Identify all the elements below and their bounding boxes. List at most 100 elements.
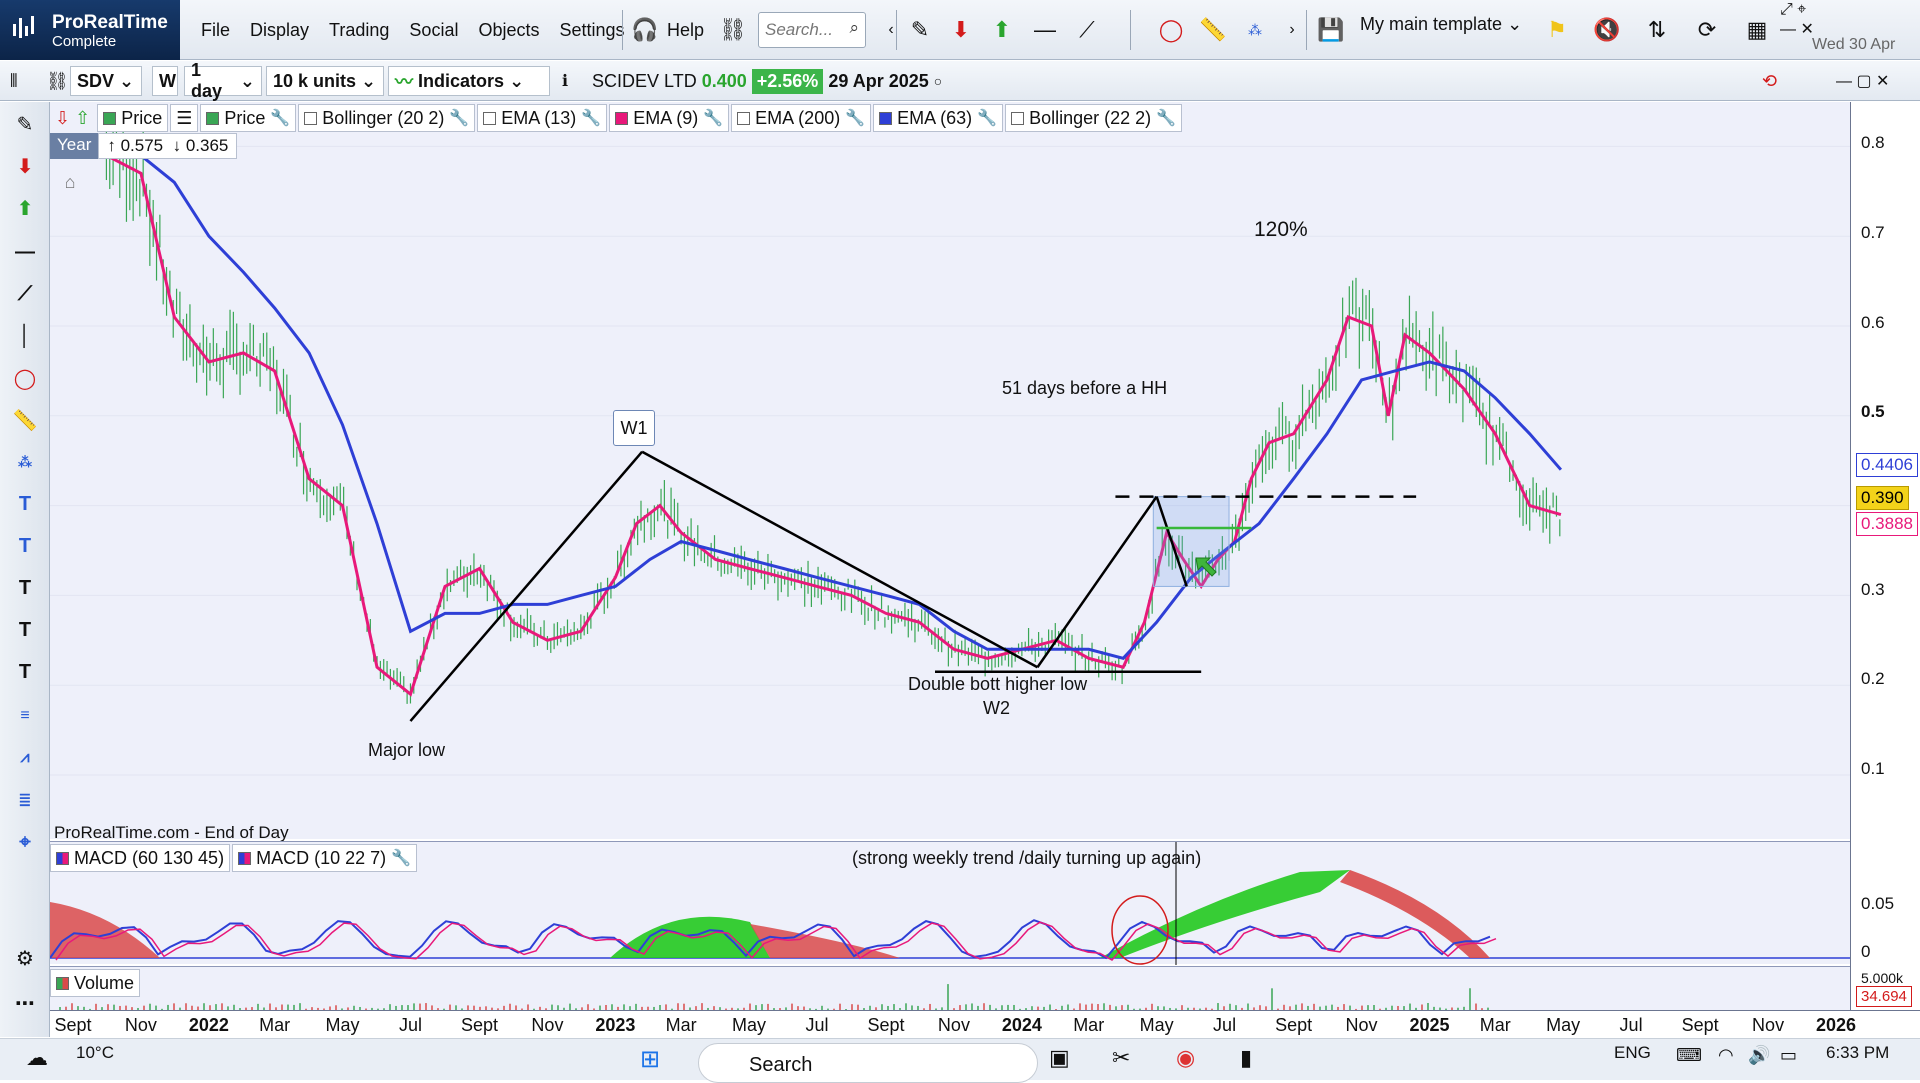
- more-icon[interactable]: ⋯: [15, 992, 35, 1015]
- filter-icon[interactable]: ≡: [20, 707, 30, 724]
- refresh-icon[interactable]: ⟳: [1697, 17, 1717, 42]
- legend-item-price-2[interactable]: Price 🔧: [200, 104, 297, 132]
- legend-item-ema-9[interactable]: EMA (9) 🔧: [609, 104, 730, 132]
- indicators-button[interactable]: 〰 Indicators ⌄: [388, 66, 550, 96]
- chevron-left-icon[interactable]: ‹: [888, 21, 894, 38]
- text-box-icon[interactable]: T: [18, 492, 32, 515]
- legend-item-ema-200[interactable]: EMA (200) 🔧: [731, 104, 872, 132]
- text-icon[interactable]: T: [18, 576, 32, 599]
- sound-mute-icon[interactable]: 🔇: [1593, 17, 1621, 42]
- alerts-icon[interactable]: ⇅: [1647, 17, 1667, 42]
- menu-settings[interactable]: Settings: [559, 19, 625, 40]
- ruler-icon[interactable]: 📏: [12, 409, 38, 432]
- buy-arrow-icon[interactable]: ⬆: [16, 197, 34, 220]
- chrome-icon[interactable]: ◉: [1176, 1045, 1196, 1070]
- sell-arrow-icon[interactable]: ⬇: [16, 155, 34, 178]
- buy-arrow-icon[interactable]: ⬆: [992, 17, 1012, 42]
- text-bold-icon[interactable]: T: [18, 618, 32, 641]
- annotation-macd-note[interactable]: (strong weekly trend /daily turning up a…: [852, 848, 1202, 868]
- price-scale[interactable]: 0.8 0.7 0.6 0.5 0.3 0.2 0.1 0.05 0 5.000…: [1850, 102, 1920, 1010]
- text-plain-icon[interactable]: T: [18, 660, 32, 683]
- legend-item-volume[interactable]: Volume: [50, 969, 141, 997]
- annotation-major-low[interactable]: Major low: [368, 740, 446, 760]
- legend-item-macd-slow[interactable]: MACD (60 130 45): [50, 844, 231, 872]
- trendline-icon[interactable]: ⟋: [1079, 17, 1095, 42]
- units-selector[interactable]: 10 k units ⌄: [266, 66, 384, 96]
- legend-arrows[interactable]: ⇩ ⇧: [50, 104, 95, 132]
- menu-social[interactable]: Social: [409, 19, 459, 40]
- fibonacci-icon[interactable]: ⁂: [17, 453, 33, 470]
- wrench-icon[interactable]: 🔧: [1156, 110, 1177, 127]
- filter-trend-icon[interactable]: ⩘: [20, 749, 30, 766]
- volume-pane[interactable]: Volume: [50, 966, 1850, 1011]
- legend-item-bollinger-20[interactable]: Bollinger (20 2) 🔧: [298, 104, 476, 132]
- wrench-icon[interactable]: 🔧: [391, 850, 412, 867]
- segment-icon[interactable]: ⟋: [18, 282, 32, 305]
- ellipse-icon[interactable]: ◯: [1158, 17, 1184, 42]
- legend-item-price[interactable]: Price: [97, 104, 169, 132]
- weather-icon[interactable]: ☁: [26, 1045, 48, 1070]
- pencil-icon[interactable]: ✎: [16, 113, 34, 136]
- menu-objects[interactable]: Objects: [478, 19, 540, 40]
- macd-pane[interactable]: MACD (60 130 45) MACD (10 22 7) 🔧 (strong…: [50, 841, 1850, 965]
- horizontal-line-icon[interactable]: —: [15, 240, 35, 263]
- calculator-icon[interactable]: ▦: [1746, 17, 1768, 42]
- wrench-icon[interactable]: 🔧: [581, 110, 602, 127]
- legend-item-bollinger-22[interactable]: Bollinger (22 2) 🔧: [1005, 104, 1183, 132]
- legend-item-ema-63[interactable]: EMA (63) 🔧: [873, 104, 1004, 132]
- volume-icon[interactable]: 🔊: [1748, 1045, 1771, 1065]
- help-menu[interactable]: Help: [667, 0, 724, 60]
- wifi-icon[interactable]: ◠: [1718, 1045, 1734, 1065]
- wrench-icon[interactable]: 🔧: [845, 110, 866, 127]
- price-chart[interactable]: [50, 102, 1850, 839]
- wrench-icon[interactable]: 🔧: [977, 110, 998, 127]
- language-indicator[interactable]: ENG: [1614, 1043, 1651, 1062]
- wrench-icon[interactable]: 🔧: [449, 110, 470, 127]
- snip-icon[interactable]: ✂: [1112, 1045, 1131, 1070]
- annotation-days[interactable]: 51 days before a HH: [1002, 378, 1168, 398]
- filter-level-icon[interactable]: ≣: [18, 792, 32, 809]
- horizontal-line-icon[interactable]: —: [1034, 17, 1056, 42]
- battery-icon[interactable]: ▭: [1780, 1045, 1798, 1065]
- search-input[interactable]: Search... ⌕: [758, 12, 866, 48]
- windows-start-icon[interactable]: ⊞: [640, 1046, 661, 1073]
- pane-controls-icon[interactable]: — ▢ ✕: [1836, 73, 1890, 90]
- camera-icon[interactable]: ⌂: [64, 171, 76, 192]
- legend-item-ema-13[interactable]: EMA (13) 🔧: [477, 104, 608, 132]
- notifications-icon[interactable]: ⚙: [16, 947, 34, 970]
- headset-icon[interactable]: 🎧: [631, 17, 659, 42]
- ellipse-icon[interactable]: ◯: [13, 367, 37, 390]
- menu-file[interactable]: File: [201, 19, 231, 40]
- template-selector[interactable]: My main template ⌄: [1360, 14, 1522, 35]
- watchlist-button[interactable]: W: [152, 66, 178, 96]
- pencil-icon[interactable]: ✎: [910, 17, 930, 42]
- prorealtime-taskbar-icon[interactable]: ▮: [1240, 1045, 1253, 1070]
- chevron-right-icon[interactable]: ›: [1289, 21, 1295, 38]
- menu-trading[interactable]: Trading: [329, 19, 390, 40]
- app-icon[interactable]: ▣: [1049, 1045, 1070, 1070]
- text-label-icon[interactable]: T: [18, 534, 32, 557]
- fibonacci-icon[interactable]: ⁂: [1248, 21, 1262, 38]
- interval-selector[interactable]: 1 day ⌄: [184, 60, 262, 101]
- save-icon[interactable]: 💾: [1317, 17, 1345, 42]
- sync-icon[interactable]: ⟲: [1762, 70, 1778, 91]
- info-icon[interactable]: ℹ: [562, 73, 569, 90]
- annotation-double-bottom[interactable]: Double bott higher low: [908, 674, 1088, 694]
- ruler-icon[interactable]: 📏: [1199, 17, 1227, 42]
- legend-item-macd-fast[interactable]: MACD (10 22 7) 🔧: [232, 844, 418, 872]
- annotation-percent[interactable]: 120%: [1254, 218, 1308, 241]
- sell-arrow-icon[interactable]: ⬇: [951, 17, 971, 42]
- link-icon[interactable]: ⛓: [46, 70, 69, 91]
- candles-icon[interactable]: ⫴: [10, 70, 18, 91]
- keyboard-icon[interactable]: ⌨: [1676, 1045, 1702, 1065]
- taskbar-search[interactable]: Search: [698, 1043, 1038, 1083]
- annotation-w2[interactable]: W2: [983, 698, 1010, 718]
- legend-item-list[interactable]: ☰: [170, 104, 199, 132]
- flag-icon[interactable]: ⚑: [1547, 17, 1567, 42]
- window-controls-icon[interactable]: ⤢ ⌖ — ✕: [1780, 1, 1814, 38]
- link-icon[interactable]: ⛓: [719, 17, 747, 42]
- annotation-w1[interactable]: W1: [613, 410, 655, 446]
- time-axis[interactable]: Sept Nov 2022 Mar May Jul Sept Nov 2023 Mar May Jul…: [50, 1010, 1920, 1038]
- crosshair-icon[interactable]: ⌖: [19, 830, 31, 853]
- wrench-icon[interactable]: 🔧: [703, 110, 724, 127]
